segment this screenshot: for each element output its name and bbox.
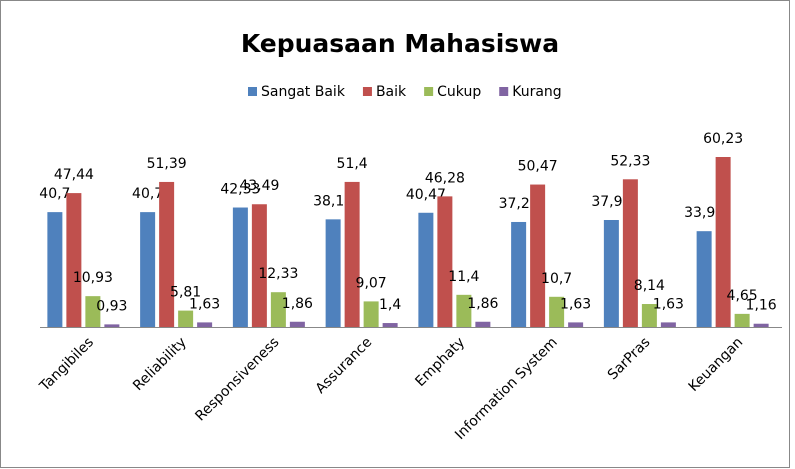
bar xyxy=(622,179,638,327)
legend-swatch xyxy=(424,87,434,96)
data-label: 1,63 xyxy=(560,296,591,312)
bar xyxy=(696,231,712,327)
data-label: 1,86 xyxy=(282,296,313,312)
data-label: 5,81 xyxy=(170,285,201,301)
bar xyxy=(549,296,565,327)
legend-swatch xyxy=(248,87,257,96)
bar xyxy=(232,207,248,327)
bar xyxy=(251,204,267,327)
data-label: 50,47 xyxy=(518,159,558,175)
data-label: 1,63 xyxy=(653,296,684,312)
bar xyxy=(363,301,379,327)
legend-label: Cukup xyxy=(437,84,481,100)
bar xyxy=(85,296,101,327)
bar xyxy=(159,181,175,327)
data-label: 1,63 xyxy=(189,296,220,312)
legend-swatch xyxy=(362,87,372,96)
data-label: 46,28 xyxy=(425,170,465,186)
data-label: 0,93 xyxy=(96,298,127,314)
bar xyxy=(325,219,341,327)
bar xyxy=(270,292,286,327)
bar xyxy=(568,322,584,327)
data-label: 40,47 xyxy=(406,187,446,203)
data-label: 40,7 xyxy=(39,186,70,202)
data-label: 1,86 xyxy=(467,296,498,312)
legend-swatch xyxy=(499,87,509,96)
data-label: 40,7 xyxy=(132,186,163,202)
data-label: 42,33 xyxy=(220,182,260,198)
data-label: 4,65 xyxy=(727,288,758,304)
bar xyxy=(66,193,82,327)
bar xyxy=(437,196,453,327)
bar xyxy=(178,310,194,327)
data-label: 9,07 xyxy=(356,275,387,291)
bar xyxy=(140,212,156,327)
bar xyxy=(382,323,398,327)
data-label: 60,23 xyxy=(703,131,743,147)
data-label: 10,93 xyxy=(73,270,113,286)
data-label: 1,4 xyxy=(379,297,401,313)
data-label: 47,44 xyxy=(54,167,94,183)
data-label: 10,7 xyxy=(541,271,572,287)
bar xyxy=(530,184,546,327)
chart-title: Kepuasaan Mahasiswa xyxy=(241,29,559,58)
bar xyxy=(660,322,676,327)
data-label: 37,21 xyxy=(499,196,539,212)
bar xyxy=(753,323,769,327)
data-label: 1,16 xyxy=(746,298,777,314)
data-label: 11,4 xyxy=(448,269,479,285)
data-label: 51,39 xyxy=(147,156,187,172)
bar xyxy=(511,221,527,327)
bar xyxy=(641,304,657,327)
legend-label: Sangat Baik xyxy=(261,84,346,100)
bar xyxy=(104,324,120,327)
legend-label: Kurang xyxy=(512,84,561,100)
bar xyxy=(197,322,213,327)
bar xyxy=(418,212,434,327)
bar xyxy=(289,321,305,327)
bar xyxy=(475,321,491,327)
bar xyxy=(456,294,472,327)
bar xyxy=(734,313,750,327)
data-label: 33,95 xyxy=(684,205,724,221)
data-label: 52,33 xyxy=(610,153,650,169)
bar xyxy=(603,219,619,327)
data-label: 51,4 xyxy=(337,156,368,172)
bar xyxy=(715,157,731,327)
data-label: 8,14 xyxy=(634,278,665,294)
data-label: 37,91 xyxy=(591,194,631,210)
data-label: 43,49 xyxy=(239,178,279,194)
legend-label: Baik xyxy=(376,84,407,100)
bar xyxy=(344,181,360,327)
data-label: 12,33 xyxy=(258,266,298,282)
bar xyxy=(47,212,63,327)
data-label: 38,14 xyxy=(313,193,353,209)
